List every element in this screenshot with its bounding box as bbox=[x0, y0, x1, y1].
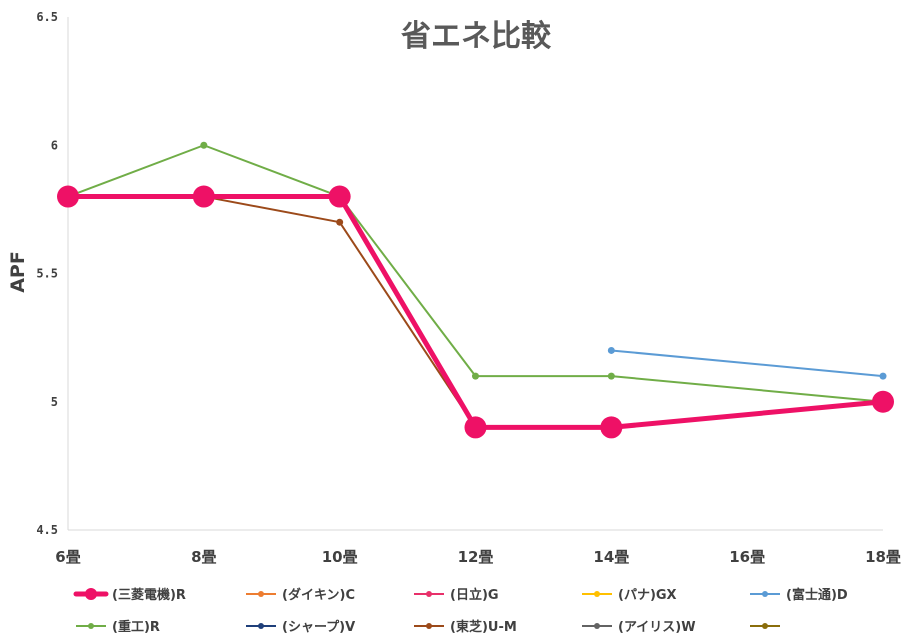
series-3 bbox=[64, 193, 887, 431]
series-layer bbox=[57, 141, 894, 439]
x-tick-label: 12畳 bbox=[458, 548, 494, 566]
series-line bbox=[68, 195, 884, 429]
legend-label: (日立)G bbox=[450, 587, 499, 603]
legend-label: (重工)R bbox=[112, 619, 160, 635]
legend-label: (アイリス)W bbox=[618, 620, 696, 635]
series-line bbox=[611, 349, 884, 378]
data-point bbox=[464, 416, 487, 439]
series-line bbox=[68, 194, 884, 430]
legend-label: (シャープ)V bbox=[282, 620, 355, 635]
series-6 bbox=[64, 193, 887, 431]
legend-swatch-marker bbox=[88, 623, 94, 629]
data-point bbox=[200, 141, 208, 149]
x-tick-label: 8畳 bbox=[191, 548, 216, 566]
legend-swatch-marker bbox=[594, 623, 600, 629]
y-tick-label: 4.5 bbox=[36, 523, 58, 537]
legend-item: (東芝)U-M bbox=[414, 619, 517, 635]
legend-item: (パナ)GX bbox=[582, 588, 677, 603]
x-tick-label: 10畳 bbox=[322, 548, 358, 566]
y-axis-label: APF bbox=[7, 251, 29, 293]
legend-item: (富士通)D bbox=[750, 587, 848, 603]
legend-swatch-marker bbox=[258, 623, 264, 629]
series-1 bbox=[64, 193, 887, 431]
legend-swatch-marker bbox=[426, 591, 432, 597]
series-8 bbox=[64, 193, 887, 431]
legend: (三菱電機)R (ダイキン)C (日立)G (パナ)GX (富士通)D (重工)R (シャー… bbox=[73, 587, 848, 635]
legend-item: (重工)R bbox=[76, 619, 160, 635]
legend-item bbox=[750, 623, 780, 629]
series-line bbox=[68, 195, 884, 429]
series-0 bbox=[57, 185, 894, 439]
data-point bbox=[607, 346, 615, 354]
series-line bbox=[68, 195, 884, 429]
legend-item: (ダイキン)C bbox=[246, 587, 355, 603]
series-line bbox=[67, 144, 884, 403]
series-line bbox=[68, 195, 884, 429]
x-tick-label: 6畳 bbox=[55, 548, 80, 566]
series-7 bbox=[64, 193, 887, 431]
series-line bbox=[68, 195, 884, 429]
legend-item: (日立)G bbox=[414, 587, 499, 603]
data-point bbox=[57, 185, 79, 208]
series-4 bbox=[607, 346, 887, 380]
chart-title: 省エネ比較 bbox=[401, 19, 552, 54]
data-point bbox=[192, 185, 215, 208]
y-tick-label: 6 bbox=[51, 138, 58, 152]
legend-swatch-marker bbox=[762, 591, 768, 597]
x-tick-label: 16畳 bbox=[729, 548, 765, 566]
series-line bbox=[68, 195, 884, 429]
legend-item: (シャープ)V bbox=[246, 620, 355, 635]
y-tick-label: 5.5 bbox=[36, 267, 58, 281]
data-point bbox=[472, 372, 479, 380]
y-tick-label: 6.5 bbox=[36, 10, 58, 24]
data-point bbox=[600, 416, 623, 439]
axes: 4.5 5 5.5 6 6.5 6畳 8畳 10畳 12畳 14畳 16畳 18畳 bbox=[36, 10, 901, 566]
series-2 bbox=[64, 193, 887, 431]
legend-swatch-marker bbox=[762, 623, 768, 629]
series-line bbox=[68, 195, 884, 429]
legend-item: (三菱電機)R bbox=[73, 587, 186, 603]
legend-swatch-marker bbox=[594, 591, 600, 597]
data-point bbox=[879, 372, 887, 380]
data-point bbox=[328, 185, 351, 208]
data-point bbox=[872, 390, 894, 413]
data-point bbox=[336, 218, 344, 226]
legend-swatch-marker bbox=[85, 588, 97, 600]
legend-item: (アイリス)W bbox=[582, 620, 696, 635]
series-9 bbox=[64, 193, 887, 431]
legend-label: (ダイキン)C bbox=[282, 587, 355, 603]
x-tick-label: 14畳 bbox=[593, 548, 629, 566]
y-tick-label: 5 bbox=[51, 395, 58, 409]
x-tick-label: 18畳 bbox=[865, 548, 901, 566]
legend-label: (東芝)U-M bbox=[450, 619, 517, 635]
legend-swatch-marker bbox=[258, 591, 264, 597]
legend-label: (富士通)D bbox=[786, 587, 848, 603]
legend-label: (パナ)GX bbox=[618, 588, 677, 603]
data-point bbox=[607, 372, 615, 380]
legend-label: (三菱電機)R bbox=[112, 587, 186, 603]
legend-swatch-marker bbox=[426, 623, 432, 629]
